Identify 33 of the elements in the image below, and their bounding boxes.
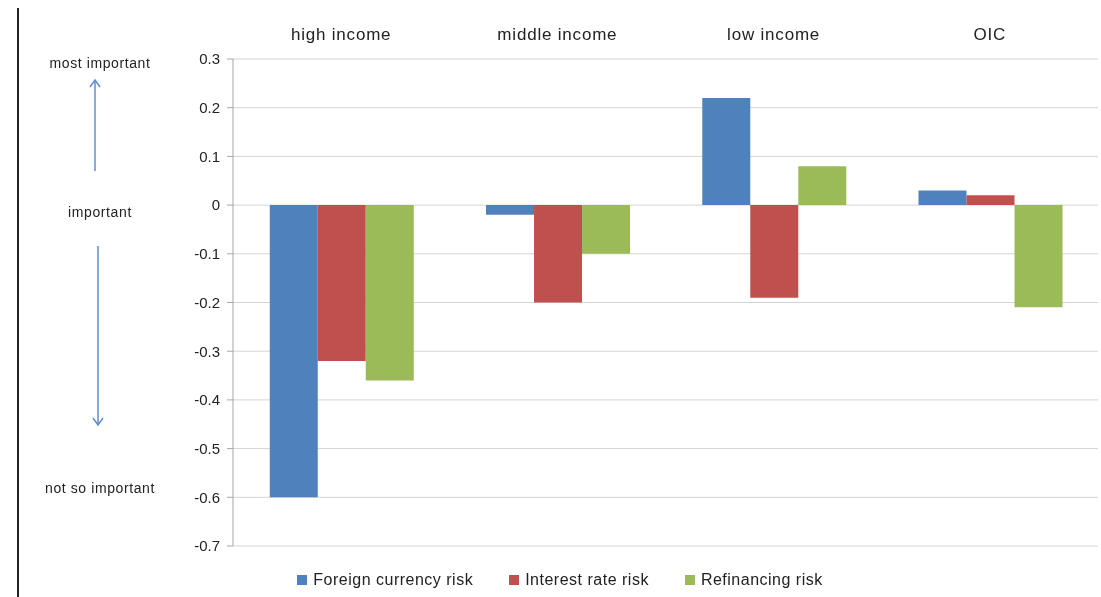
y-tick-label: 0.2 bbox=[199, 99, 220, 117]
x-tick-label: OIC bbox=[973, 25, 1007, 44]
bar bbox=[534, 205, 583, 303]
bar bbox=[486, 205, 535, 215]
text: most important bbox=[49, 54, 151, 72]
bar bbox=[750, 205, 799, 298]
y-tick-label: -0.3 bbox=[194, 342, 220, 360]
y-tick-label: -0.4 bbox=[194, 391, 220, 409]
bar bbox=[269, 205, 318, 498]
text: important bbox=[68, 203, 132, 221]
x-tick-label: low income bbox=[727, 25, 821, 44]
y-tick-label: 0.1 bbox=[199, 147, 220, 165]
bar bbox=[1014, 205, 1063, 308]
x-tick-label: high income bbox=[290, 25, 392, 44]
y-tick-label: -0.6 bbox=[194, 488, 220, 506]
legend-label: Refinancing risk bbox=[700, 571, 823, 589]
y-tick-label: 0 bbox=[211, 196, 220, 214]
bar bbox=[966, 195, 1015, 206]
y-tick-label: -0.1 bbox=[194, 245, 220, 263]
y-tick-label: -0.5 bbox=[194, 439, 220, 457]
y-tick-label: 0.3 bbox=[199, 50, 220, 68]
bar bbox=[582, 205, 631, 254]
bar bbox=[918, 190, 967, 206]
x-tick-label: middle income bbox=[497, 25, 618, 44]
bar bbox=[365, 205, 414, 381]
y-tick-label: -0.2 bbox=[194, 293, 220, 311]
legend-label: Interest rate risk bbox=[525, 571, 649, 589]
bar bbox=[798, 166, 847, 206]
legend-label: Foreign currency risk bbox=[313, 571, 474, 589]
bar bbox=[317, 205, 366, 361]
bar bbox=[702, 97, 751, 206]
text: not so important bbox=[45, 479, 155, 497]
y-tick-label: -0.7 bbox=[194, 537, 220, 555]
